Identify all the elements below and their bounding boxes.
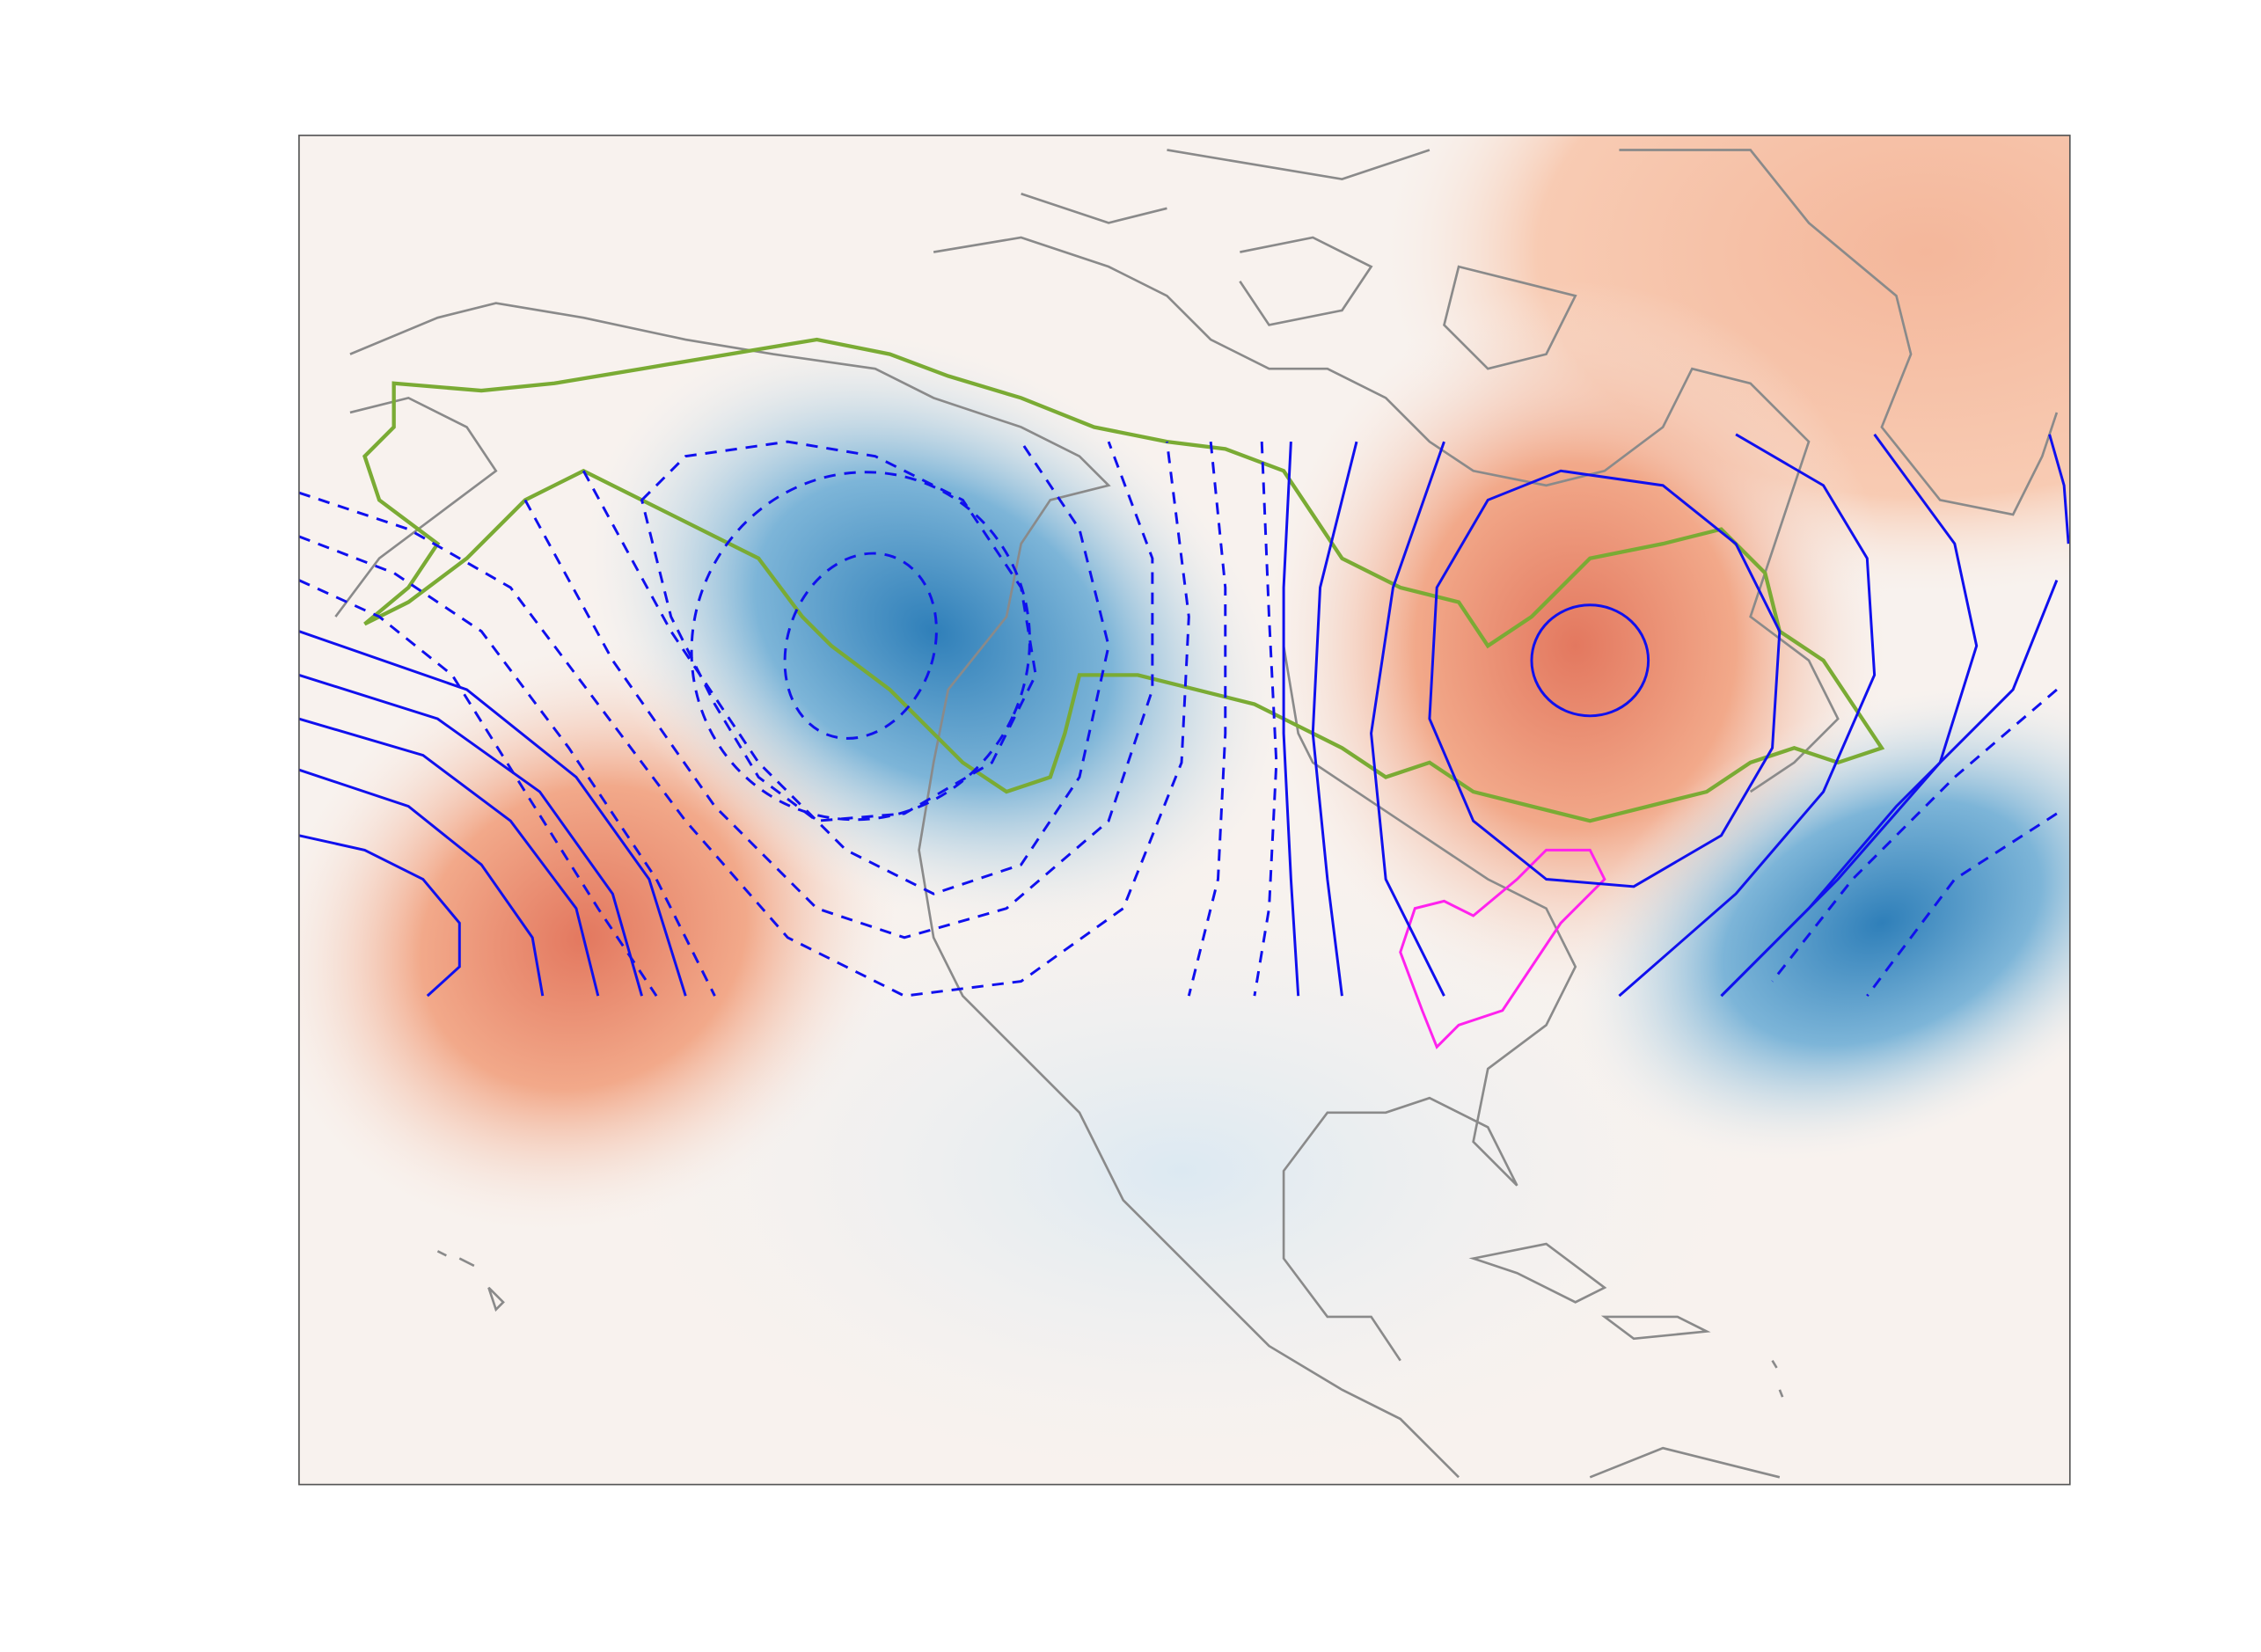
map-frame xyxy=(298,135,2071,1486)
green-outline xyxy=(362,337,1885,823)
coastlines xyxy=(334,149,2059,1479)
region-outline xyxy=(1399,848,1606,1049)
solid-contours xyxy=(298,433,2070,998)
anomaly-field xyxy=(1563,679,2070,1167)
map-area xyxy=(298,135,2070,1485)
dashed-contours xyxy=(298,440,2058,998)
